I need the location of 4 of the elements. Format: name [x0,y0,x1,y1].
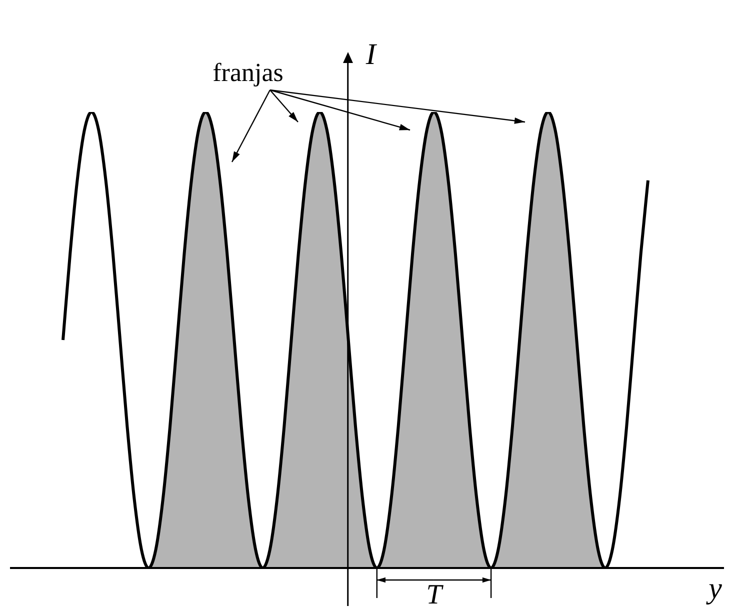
y-axis-title: I [364,38,378,71]
text: franjas [212,58,284,87]
text: T [426,579,444,610]
x-axis-title: y [706,572,723,605]
